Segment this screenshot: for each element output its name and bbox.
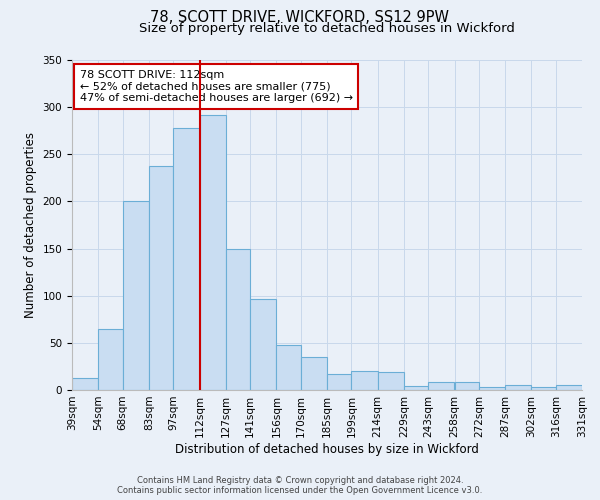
Bar: [226, 248, 250, 390]
Bar: [532, 387, 556, 390]
Text: 78 SCOTT DRIVE: 112sqm
← 52% of detached houses are smaller (775)
47% of semi-de: 78 SCOTT DRIVE: 112sqm ← 52% of detached…: [80, 70, 353, 103]
Bar: [301, 357, 327, 390]
Bar: [173, 128, 199, 390]
Bar: [250, 298, 277, 390]
Bar: [72, 378, 98, 390]
Text: Contains HM Land Registry data © Crown copyright and database right 2024.
Contai: Contains HM Land Registry data © Crown c…: [118, 476, 482, 495]
Bar: [428, 382, 455, 390]
Bar: [404, 386, 428, 390]
Bar: [352, 371, 377, 390]
Bar: [505, 386, 532, 390]
Bar: [556, 386, 582, 390]
Bar: [277, 344, 301, 390]
Title: Size of property relative to detached houses in Wickford: Size of property relative to detached ho…: [139, 22, 515, 35]
X-axis label: Distribution of detached houses by size in Wickford: Distribution of detached houses by size …: [175, 442, 479, 456]
Bar: [455, 382, 479, 390]
Bar: [98, 328, 122, 390]
Bar: [199, 114, 226, 390]
Y-axis label: Number of detached properties: Number of detached properties: [24, 132, 37, 318]
Bar: [377, 372, 404, 390]
Bar: [327, 374, 352, 390]
Bar: [149, 166, 173, 390]
Bar: [479, 387, 505, 390]
Bar: [122, 202, 149, 390]
Text: 78, SCOTT DRIVE, WICKFORD, SS12 9PW: 78, SCOTT DRIVE, WICKFORD, SS12 9PW: [151, 10, 449, 25]
